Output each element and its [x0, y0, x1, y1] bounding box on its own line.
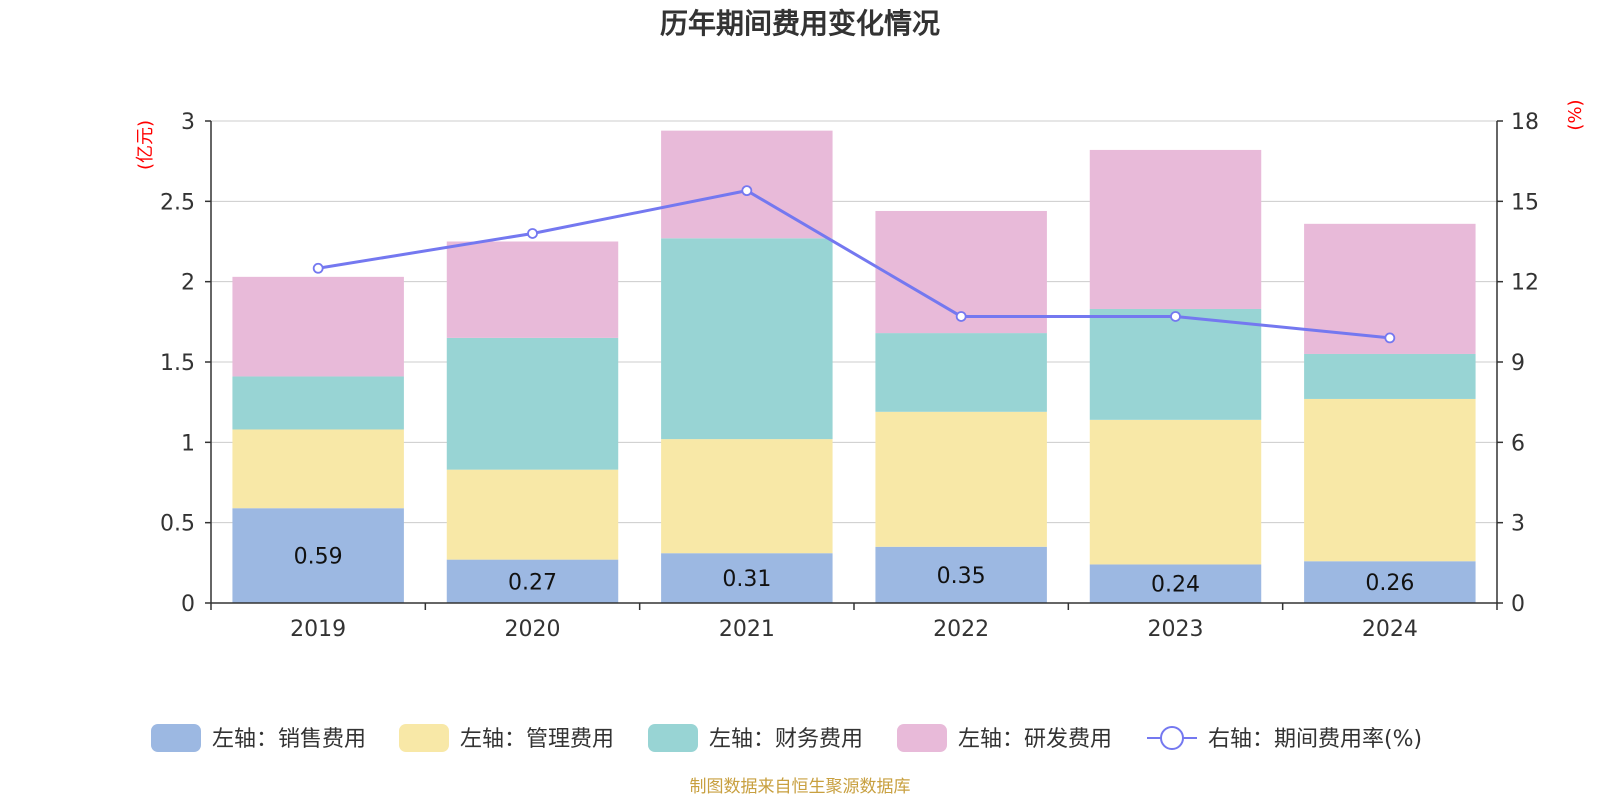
data-source-note: 制图数据来自恒生聚源数据库: [690, 777, 911, 797]
x-tick-label: 2021: [719, 617, 775, 642]
left-tick-label: 2: [181, 271, 195, 296]
bar-segment: [446, 241, 619, 338]
x-tick-label: 2024: [1362, 617, 1418, 642]
x-tick-label: 2020: [505, 617, 561, 642]
bar-segment: [875, 546, 1047, 603]
bar-segment: [1304, 353, 1476, 399]
bar-value-label: 0.24: [1151, 573, 1200, 598]
left-tick-label: 1.5: [160, 351, 195, 376]
legend-label: 左轴：管理费用: [460, 727, 614, 752]
rate-point: [741, 185, 753, 197]
right-tick-label: 15: [1511, 190, 1539, 215]
bar-value-label: 0.59: [294, 545, 343, 570]
legend: 左轴：销售费用 左轴：管理费用 左轴：财务费用 左轴：研发费用 右轴：期间费用率(%): [151, 724, 1422, 752]
bar-segment: [232, 276, 404, 377]
bar-segment: [875, 411, 1047, 547]
rate-point: [527, 228, 538, 239]
legend-label: 左轴：研发费用: [958, 727, 1112, 752]
bar-value-label: 0.31: [722, 567, 771, 592]
axes: 0 0.5 1 1.5 2 2.5 3 0 3 6 9 12 15 18 2019 2020 2021 2022 2…: [160, 110, 1539, 642]
bar-segment: [661, 130, 833, 239]
right-tick-label: 9: [1511, 351, 1525, 376]
grid-lines: [211, 120, 1497, 524]
right-tick-label: 18: [1511, 110, 1539, 135]
left-tick-label: 1: [181, 431, 195, 456]
line-series: [312, 185, 1396, 344]
bar-value-label: 0.27: [508, 570, 557, 595]
rate-point: [1384, 332, 1396, 344]
bar-segment: [661, 238, 833, 440]
bar-segment: [661, 553, 833, 603]
x-tick-label: 2023: [1148, 617, 1204, 642]
x-tick-label: 2019: [290, 617, 346, 642]
chart-title: 历年期间费用变化情况: [660, 7, 940, 40]
rate-point: [312, 262, 324, 274]
bar-segment: [232, 376, 404, 430]
bar-segment: [446, 559, 619, 603]
legend-label: 右轴：期间费用率(%): [1208, 727, 1422, 752]
bar-segment: [875, 333, 1047, 412]
left-tick-label: 2.5: [160, 190, 195, 215]
x-tick-label: 2022: [933, 617, 989, 642]
bar-segment: [661, 439, 833, 554]
right-tick-label: 12: [1511, 271, 1539, 296]
bar-segment: [1304, 561, 1476, 603]
right-tick-label: 0: [1511, 592, 1525, 617]
left-tick-label: 3: [181, 110, 195, 135]
bar-segment: [232, 429, 404, 509]
bars: [232, 130, 1476, 603]
left-axis-unit: (亿元): [135, 120, 156, 170]
legend-swatch: [897, 724, 947, 752]
bar-segment: [1304, 398, 1476, 562]
rate-line: [317, 189, 1390, 340]
left-tick-label: 0: [181, 592, 195, 617]
legend-swatch: [151, 724, 201, 752]
rate-point: [955, 311, 967, 322]
bar-labels: 0.59 0.27 0.31 0.35 0.24 0.26: [294, 545, 1415, 598]
right-tick-label: 3: [1511, 512, 1525, 537]
bar-value-label: 0.35: [937, 564, 986, 589]
legend-swatch: [399, 724, 449, 752]
bar-segment: [446, 469, 619, 560]
legend-label: 左轴：销售费用: [212, 727, 366, 752]
bar-segment: [446, 337, 619, 470]
bar-segment: [232, 508, 404, 603]
bar-segment: [1089, 149, 1262, 309]
legend-label: 左轴：财务费用: [709, 727, 863, 752]
bar-segment: [1089, 308, 1262, 420]
bar-value-label: 0.26: [1365, 571, 1414, 596]
bar-segment: [1089, 564, 1262, 603]
right-tick-label: 6: [1511, 431, 1525, 456]
right-axis-unit: (%): [1565, 99, 1586, 130]
left-tick-label: 0.5: [160, 512, 195, 537]
rate-point: [1170, 311, 1181, 322]
legend-swatch: [648, 724, 698, 752]
legend-marker: [1160, 726, 1184, 750]
bar-segment: [1089, 419, 1262, 565]
